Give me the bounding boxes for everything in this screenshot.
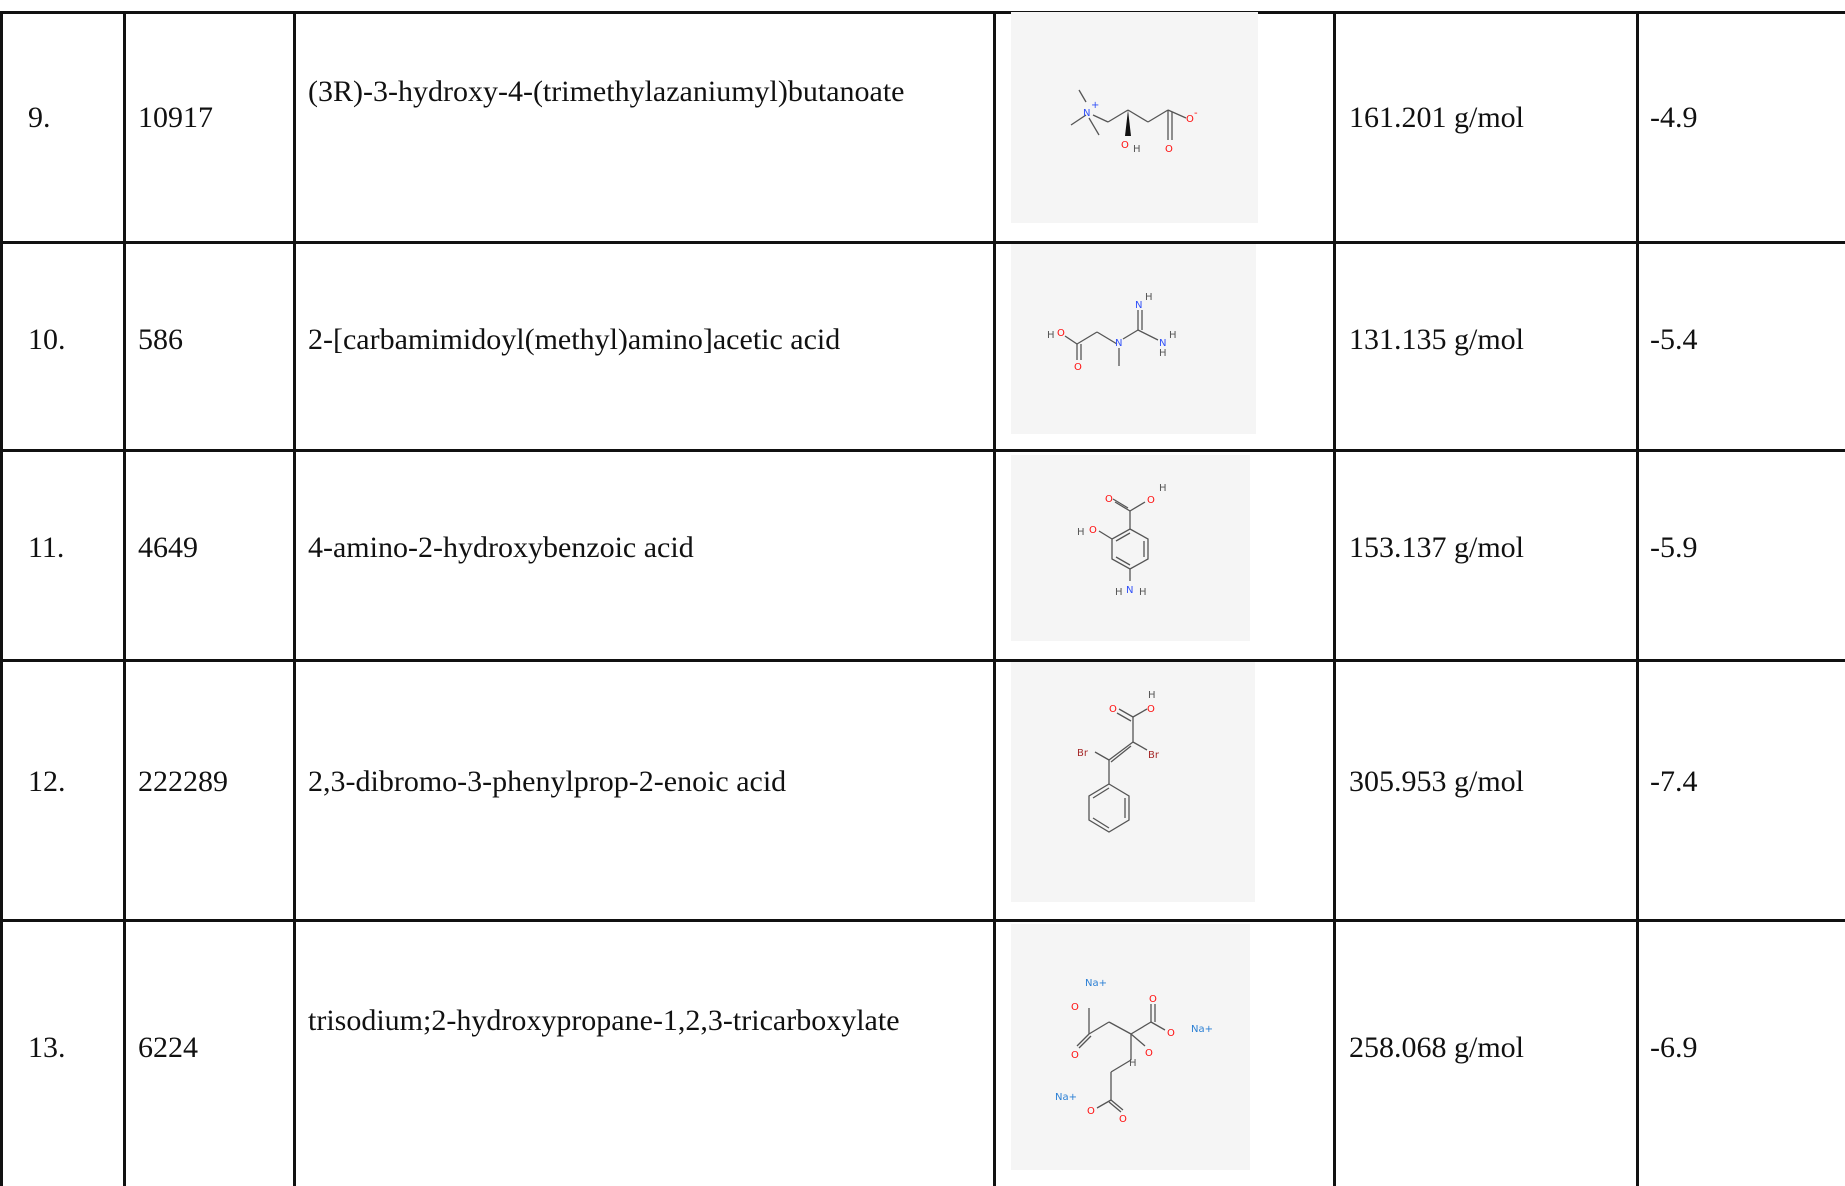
compound-name: 4-amino-2-hydroxybenzoic acid — [308, 531, 694, 564]
sodium-ion-label: Na+ — [1055, 1092, 1077, 1103]
row-number: 11. — [28, 531, 65, 564]
compound-name: 2-[carbamimidoyl(methyl)amino]acetic aci… — [308, 323, 841, 356]
nitrogen-atom-label: N — [1115, 338, 1122, 349]
sodium-ion-label: Na+ — [1085, 978, 1107, 989]
row-number: 13. — [28, 1031, 66, 1064]
oxygen-atom-label: O — [1147, 704, 1155, 715]
oxygen-atom-label: O — [1119, 1114, 1127, 1125]
hydrogen-atom-label: H — [1133, 144, 1141, 155]
column-divider — [993, 11, 996, 1186]
column-divider — [123, 11, 126, 1186]
score-value: -6.9 — [1650, 1031, 1698, 1064]
hydrogen-atom-label: H — [1159, 348, 1167, 359]
oxygen-atom-label: O — [1121, 140, 1129, 151]
row-divider — [0, 449, 1845, 452]
oxygen-atom-label: O — [1145, 1048, 1153, 1059]
oxygen-atom-label: O — [1147, 495, 1155, 506]
nitrogen-atom-label: N — [1126, 585, 1133, 596]
compound-cid: 586 — [138, 323, 183, 356]
hydrogen-atom-label: H — [1139, 587, 1147, 598]
hydrogen-atom-label: H — [1169, 330, 1177, 341]
structure-image: O O H Br Br — [1011, 662, 1255, 902]
column-divider — [1333, 11, 1336, 1186]
score-value: -5.9 — [1650, 531, 1698, 564]
oxygen-atom-label: O — [1057, 328, 1065, 339]
molecular-weight: 131.135 g/mol — [1349, 323, 1525, 356]
score-value: -5.4 — [1650, 323, 1698, 356]
charge-label: + — [1091, 100, 1099, 111]
row-number: 9. — [28, 101, 51, 134]
row-divider — [0, 919, 1845, 922]
compound-name: 2,3-dibromo-3-phenylprop-2-enoic acid — [308, 765, 787, 798]
oxygen-atom-label: O — [1071, 1050, 1079, 1061]
column-divider — [293, 11, 296, 1186]
oxygen-atom-label: O — [1165, 144, 1173, 155]
oxygen-atom-label: O — [1074, 362, 1082, 373]
bromine-atom-label: Br — [1148, 750, 1160, 761]
compound-cid: 10917 — [138, 101, 213, 134]
row-number: 10. — [28, 323, 66, 356]
oxygen-atom-label: O — [1167, 1028, 1175, 1039]
nitrogen-atom-label: N — [1135, 300, 1142, 311]
compound-cid: 4649 — [138, 531, 198, 564]
molecular-weight: 153.137 g/mol — [1349, 531, 1525, 564]
row-divider — [0, 241, 1845, 244]
compound-cid: 6224 — [138, 1031, 198, 1064]
row-divider — [0, 659, 1845, 662]
oxygen-atom-label: O — [1089, 525, 1097, 536]
oxygen-atom-label: O — [1105, 494, 1113, 505]
score-value: -7.4 — [1650, 765, 1698, 798]
oxygen-atom-label: O — [1071, 1002, 1079, 1013]
hydrogen-atom-label: H — [1129, 1058, 1137, 1069]
structure-image: Na+ O O O O Na+ O H Na+ O O — [1011, 924, 1250, 1170]
structure-image: O O H H O H N H — [1011, 455, 1250, 641]
molecular-weight: 258.068 g/mol — [1349, 1031, 1525, 1064]
column-divider — [1636, 11, 1639, 1186]
hydrogen-atom-label: H — [1145, 292, 1153, 303]
bromine-atom-label: Br — [1077, 748, 1089, 759]
hydrogen-atom-label: H — [1115, 587, 1123, 598]
hydrogen-atom-label: H — [1077, 527, 1085, 538]
structure-image: N + O H O O - — [1011, 12, 1258, 223]
oxygen-atom-label: O — [1149, 994, 1157, 1005]
oxygen-atom-label: O — [1186, 114, 1194, 125]
oxygen-atom-label: O — [1109, 704, 1117, 715]
compound-cid: 222289 — [138, 765, 228, 798]
sodium-ion-label: Na+ — [1191, 1024, 1213, 1035]
column-divider — [0, 11, 3, 1186]
hydrogen-atom-label: H — [1047, 330, 1055, 341]
compound-name: trisodium;2-hydroxypropane-1,2,3-tricarb… — [308, 1004, 900, 1037]
hydrogen-atom-label: H — [1148, 690, 1156, 701]
score-value: -4.9 — [1650, 101, 1698, 134]
molecular-weight: 161.201 g/mol — [1349, 101, 1525, 134]
nitrogen-atom-label: N — [1083, 108, 1090, 119]
nitrogen-atom-label: N — [1159, 338, 1166, 349]
molecular-weight: 305.953 g/mol — [1349, 765, 1525, 798]
hydrogen-atom-label: H — [1159, 483, 1167, 494]
table-top-border — [0, 11, 1845, 14]
row-number: 12. — [28, 765, 66, 798]
charge-label: - — [1194, 108, 1198, 119]
structure-image: H O O N N H N H H — [1011, 244, 1256, 434]
oxygen-atom-label: O — [1087, 1106, 1095, 1117]
compound-name: (3R)-3-hydroxy-4-(trimethylazaniumyl)but… — [308, 75, 905, 108]
